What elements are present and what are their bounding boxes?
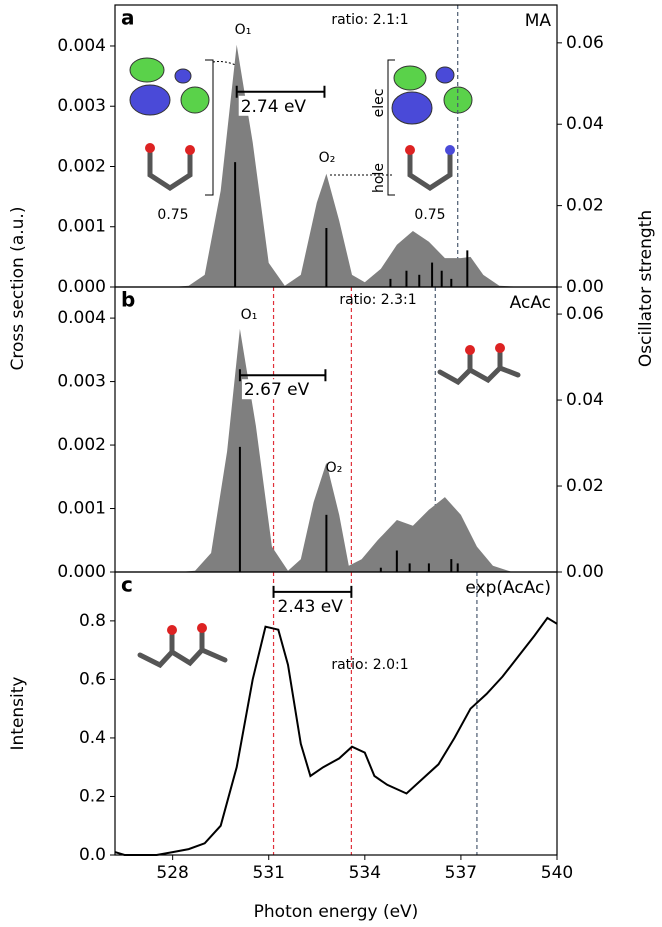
energy-bracket [272, 585, 353, 598]
y-tick-label: 0.002 [57, 435, 106, 455]
bracket-line [387, 59, 395, 196]
annotation: 0.75 [414, 207, 445, 223]
panel-title: MA [525, 11, 552, 31]
y-tick-label: 0.000 [57, 277, 106, 297]
x-tick-label: 540 [541, 863, 573, 883]
y2-tick-label: 0.00 [566, 562, 604, 582]
spectrum-line [114, 616, 558, 856]
panel-label: b [121, 288, 135, 312]
y2-tick-label: 0.04 [566, 114, 604, 134]
axes-frame [114, 571, 558, 856]
annotation: O₂ [319, 150, 336, 166]
annotation: O₁ [235, 22, 252, 38]
y2-tick-label: 0.06 [566, 304, 604, 324]
y2-tick-label: 0.00 [566, 277, 604, 297]
y-tick-label: 0.8 [79, 611, 106, 631]
leader-line [212, 61, 239, 67]
annotation: O₂ [326, 460, 343, 476]
annotation: elec [371, 89, 387, 118]
molecule-ma-left [129, 57, 210, 191]
x-tick-label: 531 [253, 863, 285, 883]
panel-label: a [121, 6, 135, 30]
y-tick-label: 0.000 [57, 562, 106, 582]
annotation: O₁ [241, 307, 258, 323]
y-tick-label: 0.4 [79, 728, 106, 748]
bracket-label: 2.74 eV [241, 97, 307, 117]
y2-tick-label: 0.02 [566, 476, 604, 496]
panel-title: exp(AcAc) [465, 578, 551, 598]
molecule-ma-right [391, 65, 473, 191]
x-tick-label: 534 [349, 863, 381, 883]
panel-title: AcAc [510, 293, 551, 313]
y-tick-label: 0.004 [57, 308, 106, 328]
spectrum-area [172, 44, 525, 287]
x-axis-label: Photon energy (eV) [254, 902, 419, 922]
label-background [275, 595, 350, 616]
y-tick-label: 0.004 [57, 36, 106, 56]
x-tick-label: 528 [156, 863, 188, 883]
molecule-acac-c [137, 623, 228, 669]
energy-bracket [238, 369, 327, 382]
y-tick-label: 0.001 [57, 499, 106, 519]
annotation: 0.75 [157, 207, 188, 223]
y2-axis-label: Oscillator strength [636, 210, 656, 367]
y2-tick-label: 0.04 [566, 390, 604, 410]
y-tick-label: 0.2 [79, 786, 106, 806]
y-tick-label: 0.003 [57, 372, 106, 392]
x-tick-label: 537 [445, 863, 477, 883]
y-tick-label: 0.003 [57, 96, 106, 116]
y2-tick-label: 0.02 [566, 196, 604, 216]
energy-bracket [235, 85, 326, 98]
label-background [238, 95, 323, 116]
bracket-label: 2.43 eV [278, 597, 344, 617]
spectrum-area [179, 328, 513, 572]
y-tick-label: 0.0 [79, 845, 106, 865]
y-tick-label: 0.002 [57, 156, 106, 176]
annotation: ratio: 2.1:1 [331, 12, 408, 28]
bracket-line [205, 59, 214, 196]
y2-tick-label: 0.06 [566, 33, 604, 53]
annotation: hole [371, 163, 387, 193]
annotation: ratio: 2.0:1 [331, 657, 408, 673]
label-background [241, 379, 324, 400]
y-axis-label: Cross section (a.u.) [8, 207, 28, 371]
molecule-acac-b [437, 343, 521, 386]
y-tick-label: 0.6 [79, 669, 106, 689]
y-tick-label: 0.001 [57, 217, 106, 237]
panel-label: c [121, 573, 133, 597]
bracket-label: 2.67 eV [244, 380, 310, 400]
y-axis-label: Intensity [8, 677, 28, 751]
annotation: ratio: 2.3:1 [339, 292, 416, 308]
